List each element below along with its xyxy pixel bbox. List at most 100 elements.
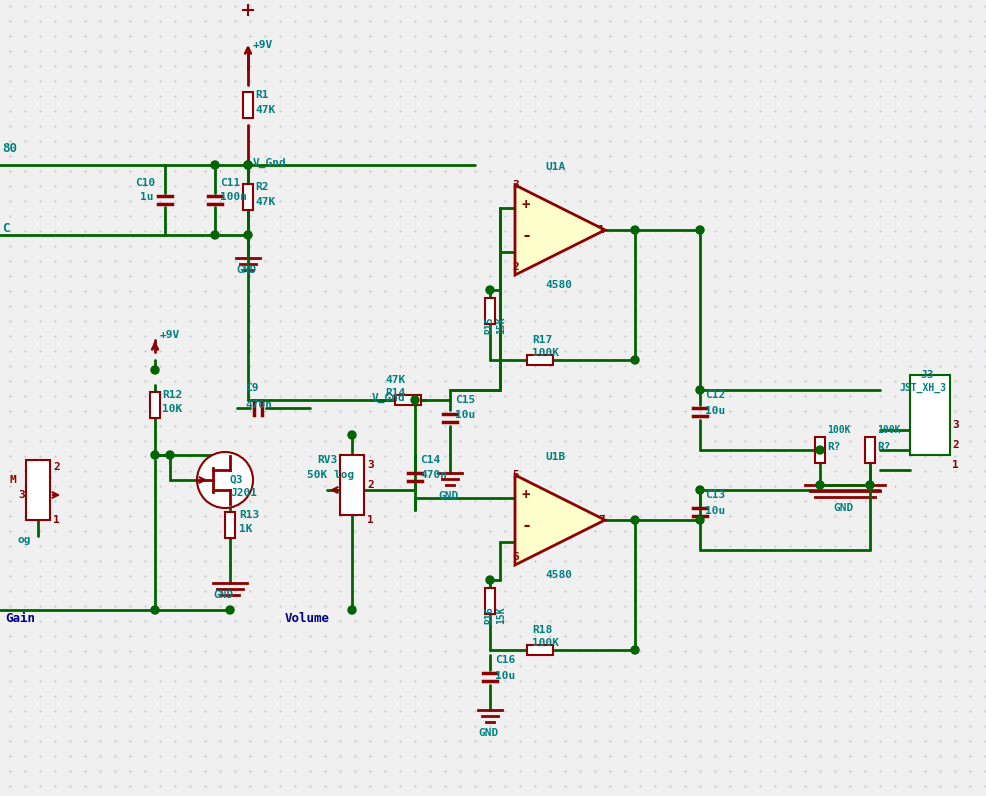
Text: 3: 3: [951, 420, 957, 430]
Bar: [339, 455, 364, 515]
Text: 470n: 470n: [420, 470, 447, 480]
Text: 10u: 10u: [455, 410, 475, 420]
Circle shape: [410, 396, 419, 404]
Circle shape: [211, 231, 219, 239]
Text: R15
15K: R15 15K: [484, 316, 505, 334]
Text: R18: R18: [531, 625, 552, 635]
Text: C10: C10: [135, 178, 155, 188]
Text: 1: 1: [367, 515, 374, 525]
Circle shape: [815, 481, 823, 489]
Text: 6: 6: [512, 552, 519, 562]
Circle shape: [630, 516, 638, 524]
Circle shape: [197, 452, 252, 508]
Text: 47K: 47K: [385, 375, 405, 385]
Circle shape: [348, 606, 356, 614]
Text: C15: C15: [455, 395, 475, 405]
Text: 1u: 1u: [140, 192, 154, 202]
Text: U1A: U1A: [544, 162, 565, 172]
Circle shape: [695, 486, 703, 494]
Circle shape: [166, 451, 174, 459]
Text: R1: R1: [254, 90, 268, 100]
Text: 470n: 470n: [245, 400, 272, 410]
Bar: [484, 588, 495, 614]
Polygon shape: [515, 185, 604, 275]
Bar: [150, 392, 160, 418]
Bar: [484, 298, 495, 324]
Text: C16: C16: [495, 655, 515, 665]
Polygon shape: [515, 475, 604, 565]
Text: -: -: [522, 517, 531, 535]
Text: C13: C13: [704, 490, 725, 500]
Text: R12: R12: [162, 390, 182, 400]
Text: R?: R?: [877, 442, 889, 452]
Text: R2: R2: [254, 182, 268, 192]
Bar: [909, 375, 950, 455]
Circle shape: [151, 606, 159, 614]
Bar: [225, 512, 235, 538]
Text: 2: 2: [53, 462, 60, 472]
Text: 4580: 4580: [544, 570, 572, 580]
Circle shape: [630, 356, 638, 364]
Circle shape: [211, 161, 219, 169]
Text: R14: R14: [385, 388, 405, 398]
Text: Volume: Volume: [285, 612, 329, 625]
Text: Gain: Gain: [5, 612, 35, 625]
Text: 3: 3: [18, 490, 25, 500]
Text: 10u: 10u: [495, 671, 515, 681]
Text: +: +: [522, 488, 529, 502]
Bar: [814, 437, 824, 463]
Text: Q3: Q3: [230, 475, 244, 485]
Bar: [243, 92, 252, 118]
Text: 2: 2: [367, 480, 374, 490]
Text: 100K: 100K: [531, 348, 558, 358]
Bar: [864, 437, 875, 463]
Circle shape: [244, 231, 251, 239]
Text: C: C: [2, 222, 10, 235]
Bar: [26, 460, 50, 520]
Circle shape: [244, 161, 251, 169]
Text: R?: R?: [826, 442, 840, 452]
Text: R13: R13: [239, 510, 259, 520]
Text: J3: J3: [919, 370, 933, 380]
Text: -: -: [522, 227, 531, 245]
Text: 5: 5: [512, 470, 519, 480]
Bar: [394, 395, 421, 405]
Text: 1: 1: [53, 515, 60, 525]
Text: 80: 80: [2, 142, 17, 155]
Text: 100K: 100K: [531, 638, 558, 648]
Text: 1: 1: [951, 460, 957, 470]
Text: 7: 7: [598, 515, 604, 525]
Text: 1K: 1K: [239, 524, 252, 534]
Text: +9V: +9V: [160, 330, 180, 340]
Circle shape: [695, 516, 703, 524]
Circle shape: [226, 606, 234, 614]
Text: GND: GND: [236, 265, 256, 275]
Text: 100n: 100n: [220, 192, 246, 202]
Circle shape: [695, 226, 703, 234]
Text: +: +: [522, 198, 529, 212]
Text: 50K log: 50K log: [307, 470, 354, 480]
Circle shape: [485, 286, 494, 294]
Text: 10u: 10u: [704, 406, 725, 416]
Circle shape: [244, 161, 251, 169]
Text: 1: 1: [598, 225, 604, 235]
Text: GND: GND: [832, 503, 852, 513]
Circle shape: [630, 226, 638, 234]
Text: og: og: [18, 535, 32, 545]
Circle shape: [151, 451, 159, 459]
Text: 4580: 4580: [544, 280, 572, 290]
Circle shape: [695, 386, 703, 394]
Text: R16
15K: R16 15K: [484, 607, 505, 624]
Bar: [527, 645, 552, 655]
Circle shape: [815, 446, 823, 454]
Text: 100K: 100K: [877, 425, 899, 435]
Text: 3: 3: [367, 460, 374, 470]
Circle shape: [485, 576, 494, 584]
Text: 100K: 100K: [826, 425, 850, 435]
Bar: [243, 184, 252, 210]
Text: 3: 3: [512, 180, 519, 190]
Text: M: M: [10, 475, 17, 485]
Text: C11: C11: [220, 178, 240, 188]
Text: C9: C9: [245, 383, 258, 393]
Circle shape: [865, 481, 874, 489]
